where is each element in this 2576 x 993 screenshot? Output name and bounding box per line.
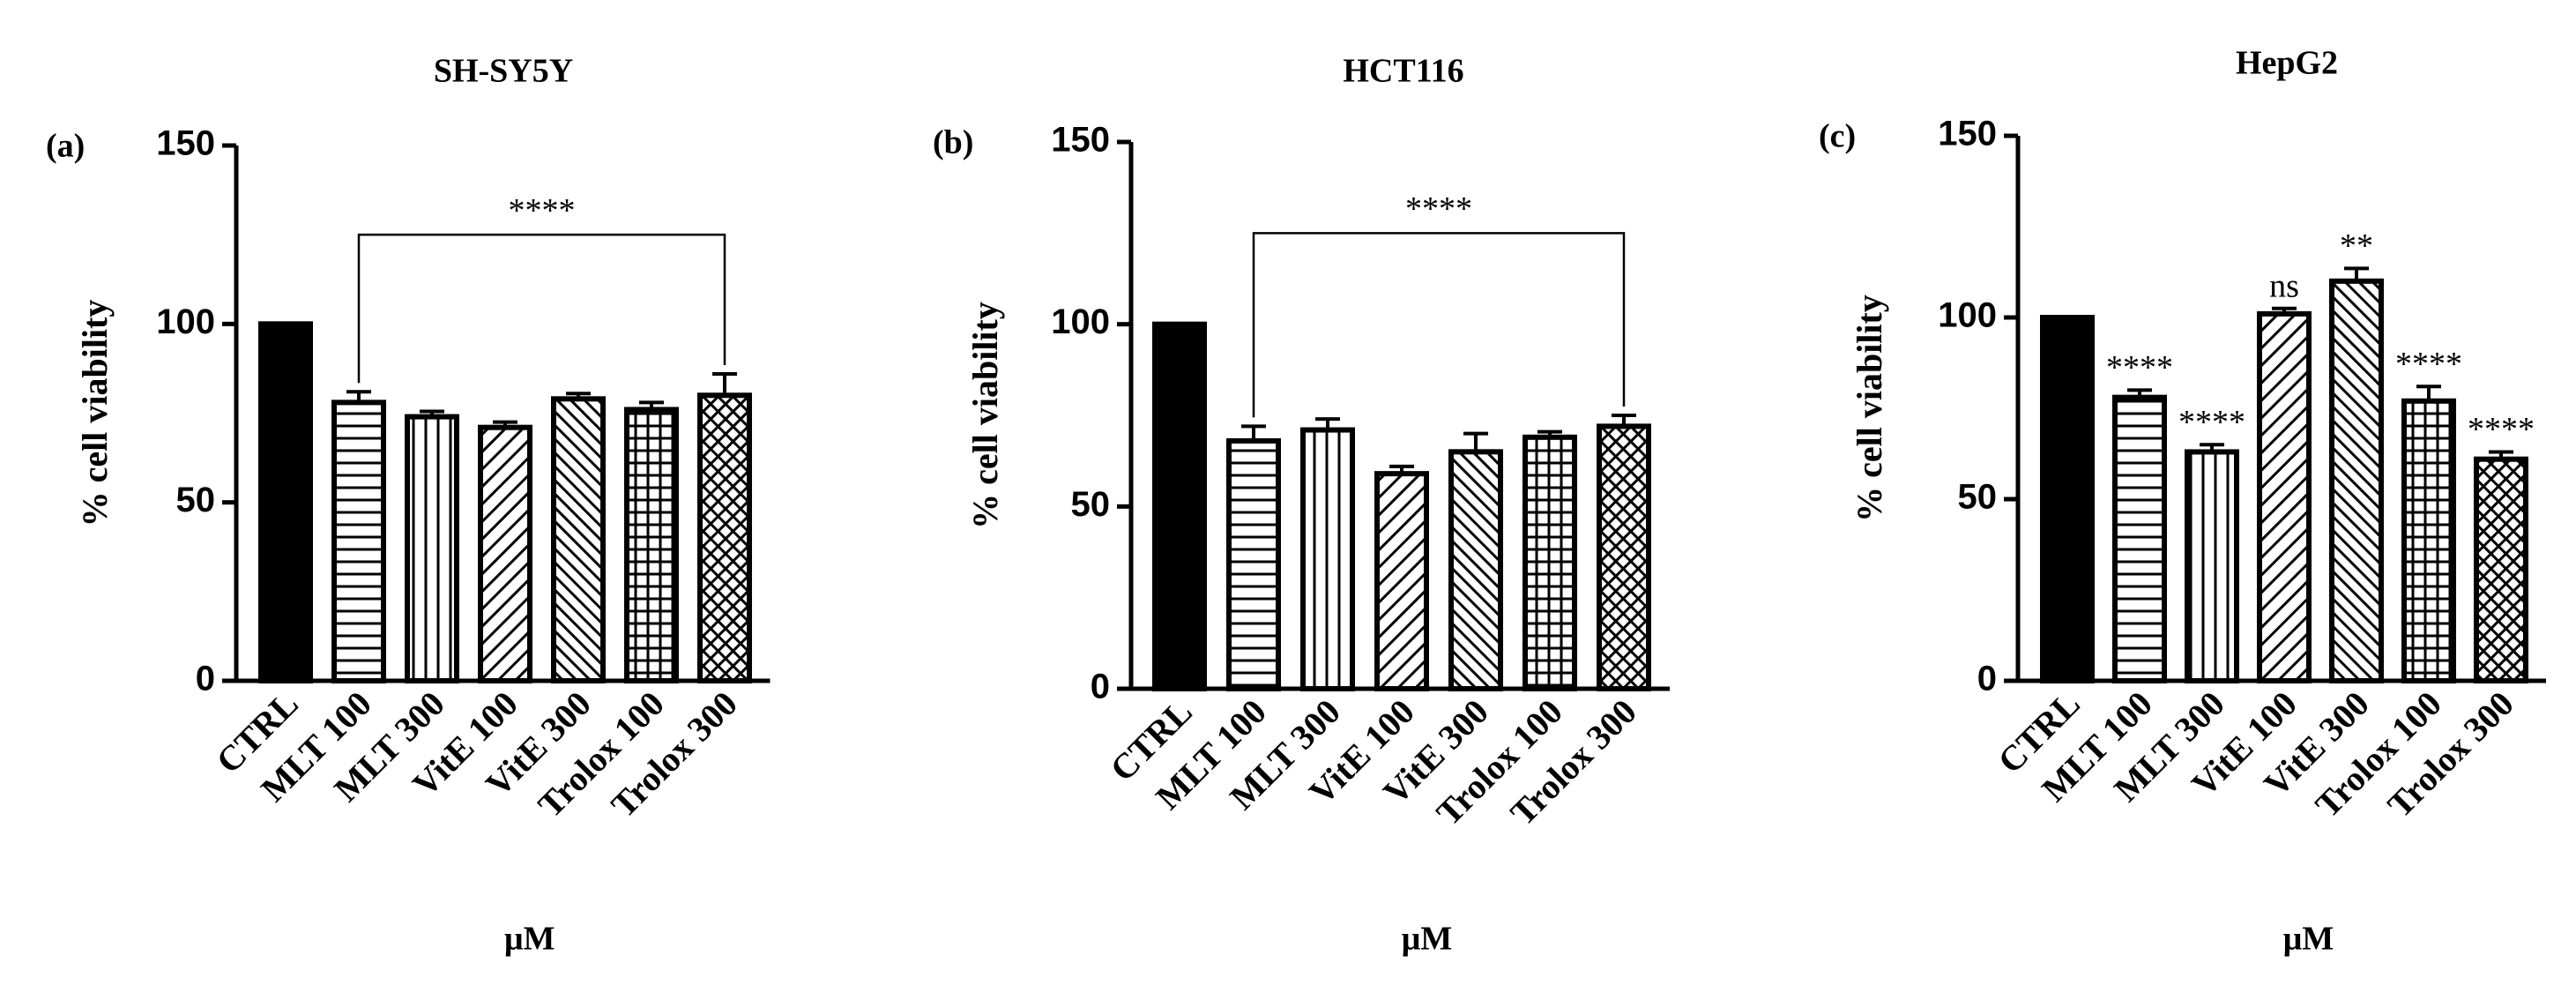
bar — [2474, 456, 2528, 683]
bar — [2040, 315, 2095, 683]
significance-label: **** — [2395, 346, 2462, 383]
bar — [1597, 423, 1651, 691]
x-axis-label: μM — [1402, 921, 1452, 958]
bar — [551, 396, 606, 683]
panel-label: (c) — [1819, 118, 1856, 155]
bar — [1152, 321, 1207, 691]
significance-label: **** — [509, 192, 576, 229]
y-tick-label: 100 — [1051, 302, 1110, 341]
y-tick-label: 150 — [1938, 115, 1997, 153]
bar — [478, 424, 532, 683]
significance-label: ns — [2269, 267, 2299, 304]
chart-title: HCT116 — [1343, 53, 1463, 90]
y-tick-label: 100 — [1938, 296, 1997, 335]
significance-label: **** — [2468, 411, 2535, 448]
x-axis-label: μM — [2283, 921, 2334, 958]
bar — [1374, 471, 1429, 692]
bar — [1300, 427, 1355, 691]
bar — [405, 414, 459, 683]
panel-label: (b) — [933, 124, 973, 161]
bar — [624, 407, 679, 683]
bar — [2329, 278, 2384, 683]
y-tick-label: 0 — [1091, 668, 1110, 706]
significance-label: **** — [2106, 349, 2173, 386]
y-tick-label: 0 — [1977, 660, 1997, 698]
y-tick-label: 50 — [1958, 478, 1998, 517]
significance-bracket — [357, 233, 726, 384]
bar — [1226, 437, 1281, 691]
y-tick-label: 50 — [176, 481, 216, 519]
significance-label: ** — [2340, 228, 2373, 265]
y-tick-label: 100 — [156, 302, 215, 341]
y-tick-label: 150 — [1051, 121, 1110, 160]
bar — [2112, 394, 2167, 683]
y-tick-label: 50 — [1071, 485, 1111, 524]
bar — [2401, 398, 2456, 683]
y-axis-label: % cell viability — [965, 302, 1005, 529]
chart-title: HepG2 — [2236, 45, 2338, 82]
panel-label: (a) — [46, 128, 85, 165]
bar — [697, 392, 752, 683]
y-tick-label: 150 — [156, 124, 215, 163]
bar — [2257, 310, 2312, 683]
y-axis-label: % cell viability — [75, 300, 115, 527]
bar — [258, 321, 313, 683]
significance-bracket — [1252, 232, 1626, 418]
bar — [1523, 434, 1577, 691]
chart-title: SH-SY5Y — [434, 53, 573, 90]
bar — [331, 399, 386, 683]
bar — [1448, 449, 1503, 691]
x-axis-label: μM — [504, 921, 555, 958]
significance-label: **** — [1405, 190, 1472, 228]
bar — [2185, 449, 2239, 683]
y-tick-label: 0 — [196, 660, 215, 698]
significance-label: **** — [2178, 404, 2245, 441]
y-axis-label: % cell viability — [1850, 295, 1889, 522]
